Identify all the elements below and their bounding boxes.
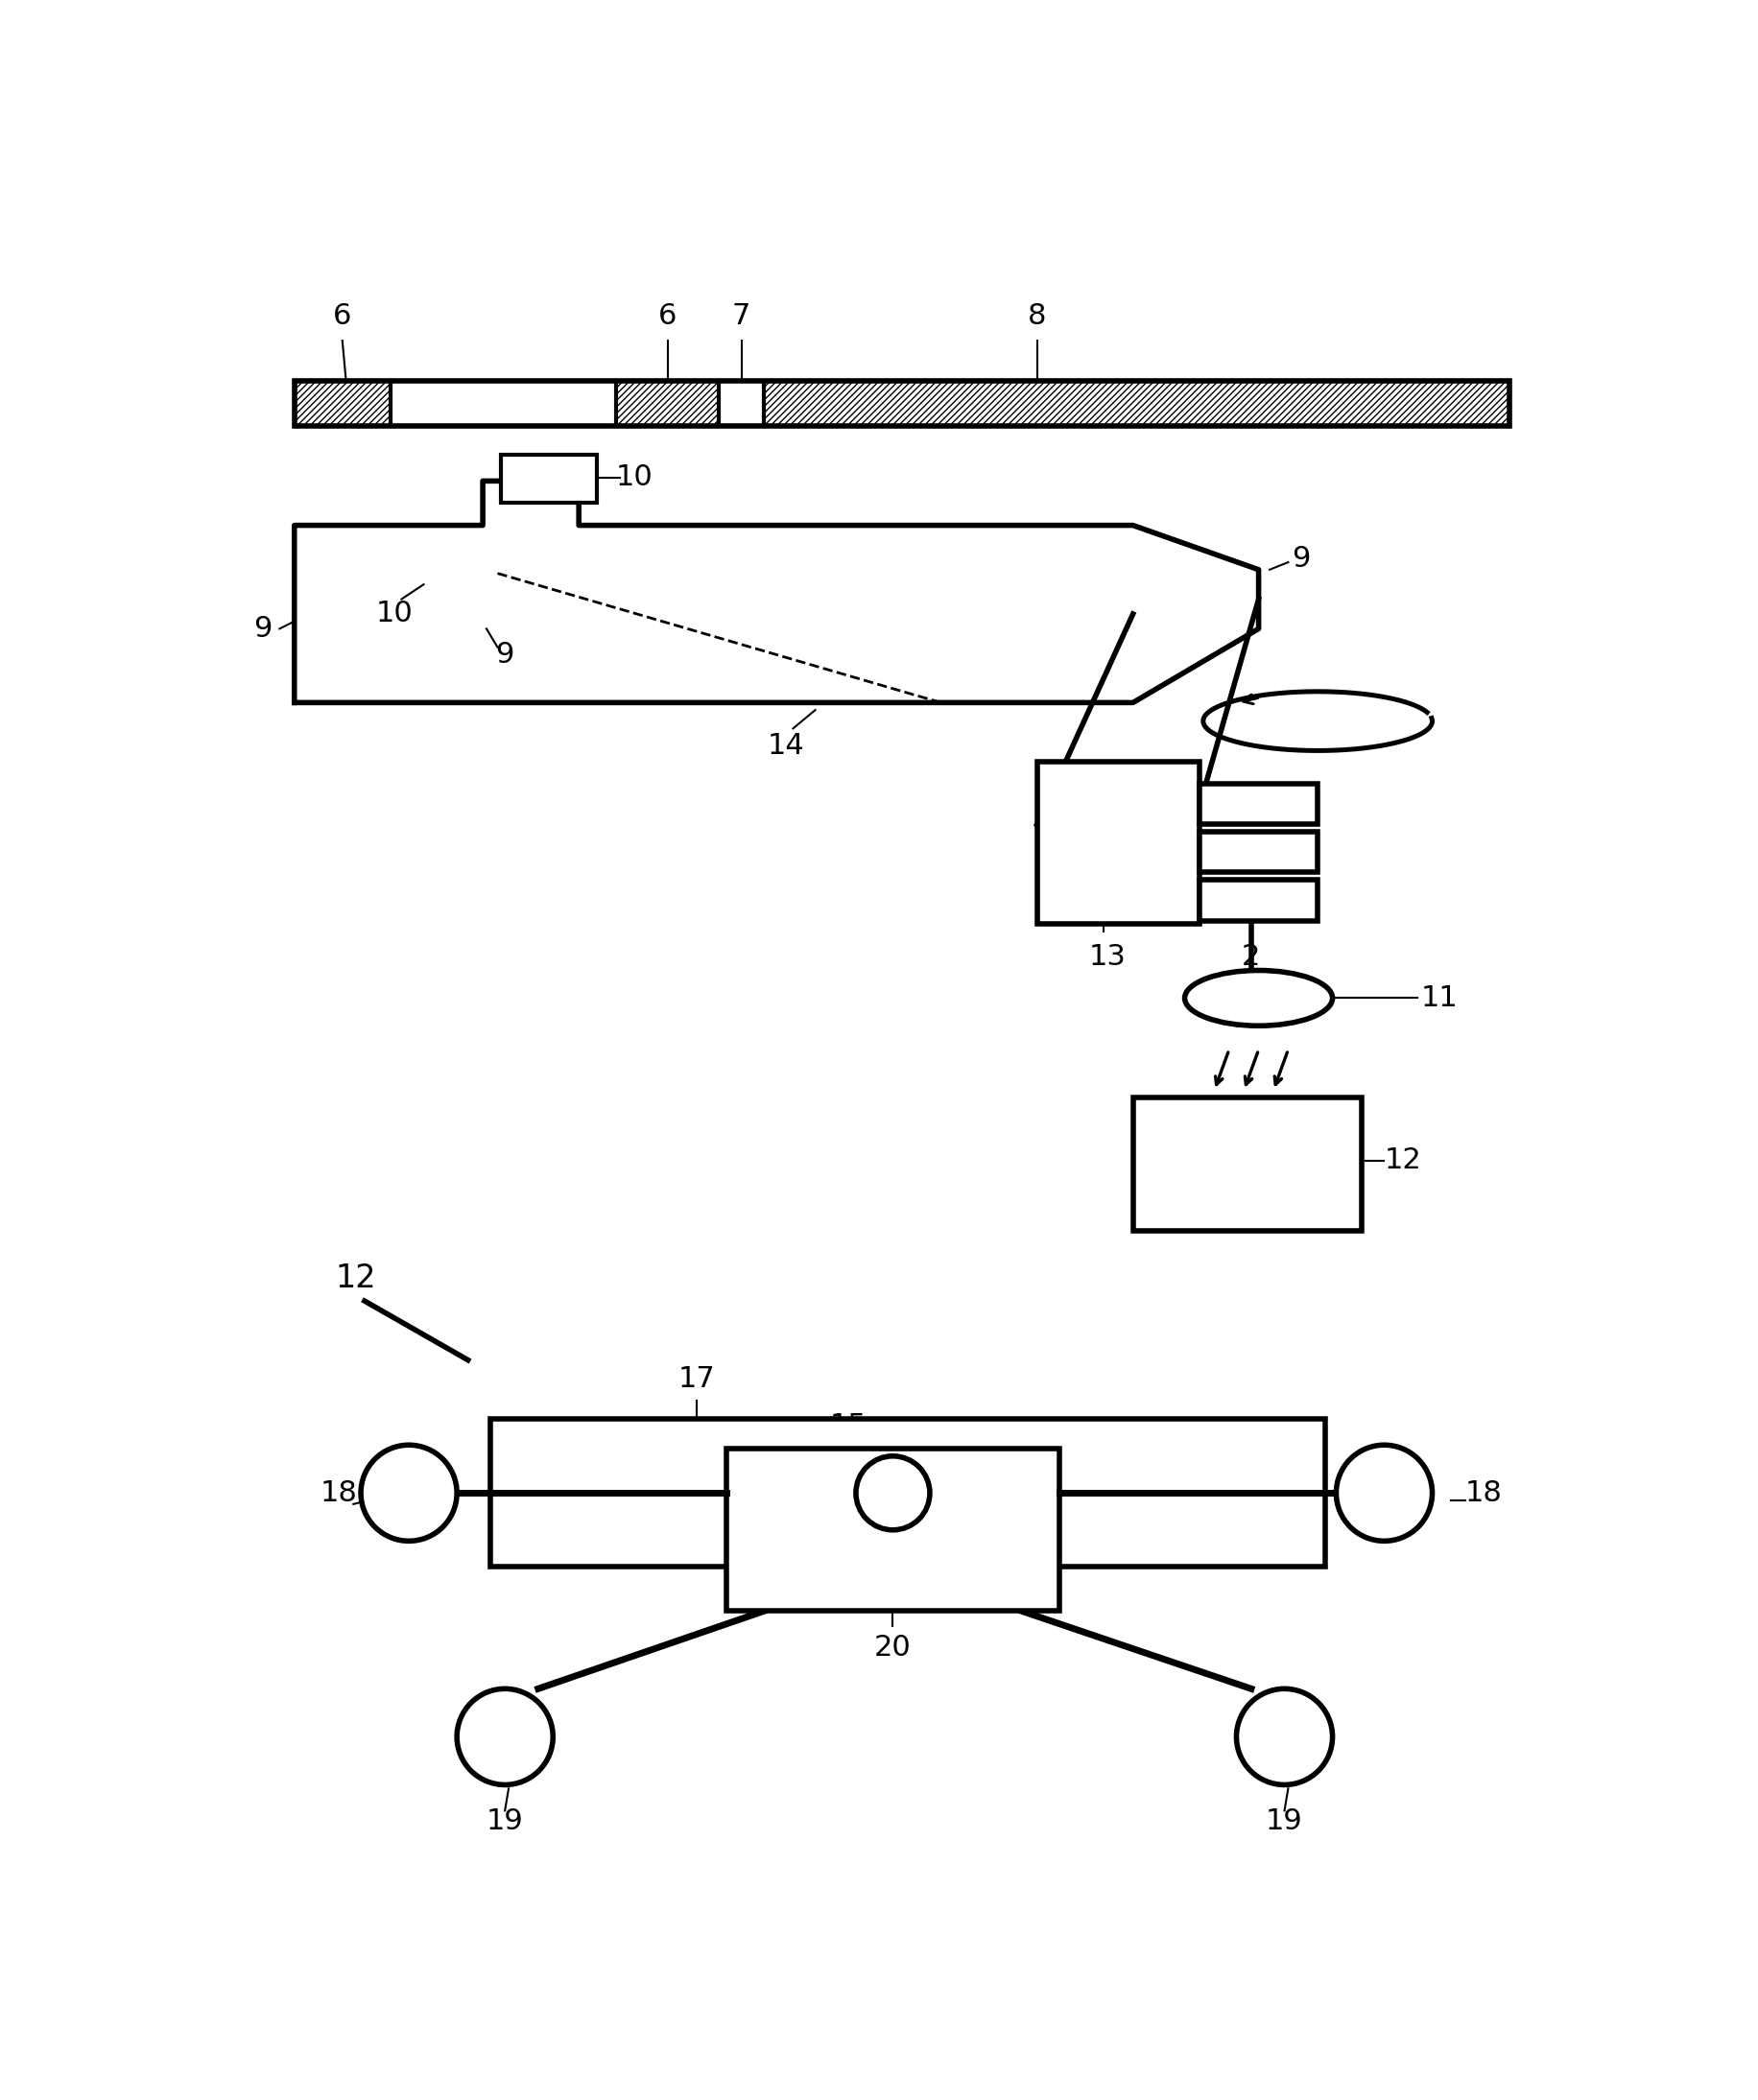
Text: 12: 12 [336,1262,376,1294]
Bar [1037,762,1199,924]
Text: 9: 9 [253,615,272,643]
Text: 19: 19 [1266,1806,1303,1835]
Bar [1199,783,1318,825]
Text: 17: 17 [679,1365,716,1392]
Bar [490,1420,1326,1567]
Text: 9: 9 [1292,544,1310,573]
Text: 18: 18 [1466,1478,1503,1508]
Text: 9: 9 [496,640,515,668]
Text: 12: 12 [1384,1147,1422,1174]
Circle shape [360,1445,457,1541]
Bar [501,456,598,504]
Text: 20: 20 [874,1634,911,1661]
Bar [294,382,1510,426]
Text: 10: 10 [376,601,413,628]
Text: 7: 7 [731,302,751,330]
Text: 6: 6 [657,302,677,330]
Circle shape [1336,1445,1433,1541]
Bar [763,382,1510,426]
Bar [763,382,1510,426]
Circle shape [1236,1688,1333,1785]
Text: 2: 2 [1241,943,1260,970]
Text: 13: 13 [1088,943,1125,970]
Text: 15: 15 [944,1493,981,1522]
Bar [615,382,719,426]
Text: 15: 15 [830,1413,867,1441]
Bar [294,382,390,426]
Bar [726,1449,1058,1611]
Circle shape [856,1455,930,1531]
Text: 8: 8 [1028,302,1046,330]
Text: 18: 18 [320,1478,357,1508]
Text: 11: 11 [1420,985,1459,1012]
Bar [1199,880,1318,920]
Text: 6: 6 [332,302,352,330]
Text: 10: 10 [615,464,652,491]
Bar [1199,832,1318,871]
Bar [294,382,1510,426]
Circle shape [457,1688,554,1785]
Bar [615,382,719,426]
Bar [294,382,390,426]
Bar [1132,1098,1362,1231]
Text: 14: 14 [766,733,805,760]
Text: 19: 19 [487,1806,524,1835]
Ellipse shape [1185,970,1333,1025]
